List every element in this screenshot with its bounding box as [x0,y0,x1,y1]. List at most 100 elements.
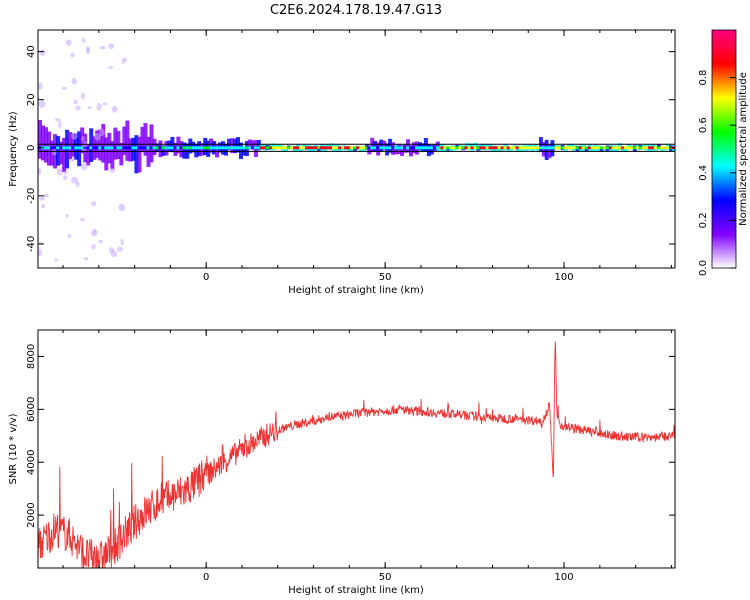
spectrogram-core-3-14 [408,146,413,150]
spectrogram-core-2-4 [271,146,276,150]
spectrogram-core-2-20 [320,146,325,150]
spectrogram-noise-54 [80,163,88,171]
spectrogram-core-0-30 [128,146,133,150]
spectrogram-core-0-12 [74,146,79,150]
spectrogram-noise-55 [122,59,126,64]
spectrogram-core-3-18 [420,146,425,150]
spectrogram-core-3-15 [411,146,416,150]
spectrogram-cell-0-29 [125,120,130,161]
spectrogram-core-2-72 [476,146,481,150]
spectrogram-cell-1-8 [176,136,181,154]
spectrogram-cell-0-8 [62,137,67,172]
spectrogram-core-2-92 [536,146,541,150]
spectrogram-cell-1-5 [167,140,172,152]
spectrogram-core-3-12 [403,146,408,150]
spectrogram-ytick-label-2: 0 [26,145,37,151]
spectrogram-cell-3-14 [408,145,413,157]
spectrogram-core-1-9 [179,146,184,150]
spectrogram-core-4-2 [544,146,549,150]
spectrogram-noise-41 [108,43,115,50]
spectrogram-core-0-8 [62,146,67,150]
spectrogram-core-2-130 [650,146,655,150]
spectrogram-core-3-17 [417,146,422,150]
spectrogram-core-2-119 [617,146,622,150]
spectrogram-core-1-5 [167,146,172,150]
spectrogram-noise-12 [38,167,42,175]
spectrogram-core-2-122 [626,146,631,150]
spectrogram-core-2-135 [665,146,670,150]
spectrogram-core-0-26 [116,146,121,150]
spectrogram-noise-44 [80,92,86,100]
spectrogram-noise-36 [111,105,118,113]
spectrogram-cell-0-20 [98,129,103,161]
spectrogram-core-1-30 [241,146,246,150]
spectrogram-cell-4-2 [544,139,549,160]
spectrogram-core-1-28 [236,146,241,150]
spectrogram-core-0-25 [113,146,118,150]
spectrogram-core-4-3 [547,146,552,150]
spectrogram-core-1-27 [233,146,238,150]
spectrogram-core-2-129 [647,146,652,150]
spectrogram-cell-0-32 [134,135,139,174]
spectrogram-core-3-7 [388,146,393,150]
spectrogram-noise-59 [39,49,46,56]
spectrogram-core-0-34 [140,146,145,150]
spectrogram-core-2-19 [317,146,322,150]
spectrogram-core-2-24 [332,146,337,150]
snr-xtick-label-2: 100 [555,572,574,583]
spectrogram-core-0-14 [80,146,85,150]
spectrogram-core-2-73 [479,146,484,150]
spectrogram-cell-1-29 [239,142,243,160]
spectrogram-ticks: 0 50 100 40 20 0 -20 -40 [26,30,675,283]
spectrogram-core-4-4 [550,146,555,150]
spectrogram-cell-3-4 [379,139,384,152]
spectrogram-cell-0-21 [101,124,106,163]
spectrogram-core-2-120 [620,146,625,150]
spectrogram-cell-1-27 [233,138,238,154]
spectrogram-core-2-84 [512,146,517,150]
spectrogram-core-2-109 [587,146,592,150]
colorbar-ticks: 0.0 0.2 0.4 0.6 0.8 [698,70,736,276]
spectrogram-core-2-110 [590,146,595,150]
spectrogram-core-2-131 [653,146,658,150]
spectrogram-core-0-16 [86,146,91,150]
snr-series-line [38,341,675,568]
spectrogram-core-2-104 [572,146,577,150]
spectrogram-core-2-133 [659,146,664,150]
spectrogram-core-2-5 [274,146,279,150]
colorbar-tick-label-2: 0.4 [698,165,709,181]
spectrogram-noise-22 [41,203,46,209]
snr-ytick-label-3: 8000 [26,344,37,369]
spectrogram-core-2-99 [557,146,562,150]
spectrogram-core-2-117 [611,146,616,150]
spectrogram-core-4-1 [541,146,546,150]
spectrogram-core-2-10 [289,146,294,150]
spectrogram-core-2-23 [329,146,334,150]
spectrogram-core-2-3 [268,146,273,150]
spectrogram-core-1-8 [176,146,181,150]
spectrogram-core-1-26 [230,146,235,150]
spectrogram-core-2-127 [641,146,646,150]
spectrogram-noise-27 [70,158,75,162]
spectrogram-noise-40 [38,100,46,108]
spectrogram-noise-25 [90,229,98,237]
spectrogram-noise-18 [63,171,68,175]
spectrogram-noise-23 [65,213,69,218]
spectrogram-noise-39 [87,106,92,110]
spectrogram-core-2-64 [452,146,457,150]
spectrogram-ylabel: Frequency (Hz) [8,111,19,187]
spectrogram-marks [38,37,675,262]
spectrogram-core-1-15 [197,146,202,150]
spectrogram-noise-15 [39,196,45,201]
spectrogram-core-2-76 [488,146,493,150]
spectrogram-cell-0-1 [41,125,46,161]
spectrogram-core-2-13 [298,146,303,150]
spectrogram-cell-0-6 [56,136,61,166]
spectrogram-cell-1-24 [224,143,229,156]
spectrogram-core-2-85 [515,146,520,150]
spectrogram-noise-9 [117,246,124,252]
spectrogram-core-2-2 [265,146,270,150]
spectrogram-core-2-18 [314,146,319,150]
spectrogram-cell-3-23 [435,141,440,150]
spectrogram-noise-58 [67,233,72,239]
